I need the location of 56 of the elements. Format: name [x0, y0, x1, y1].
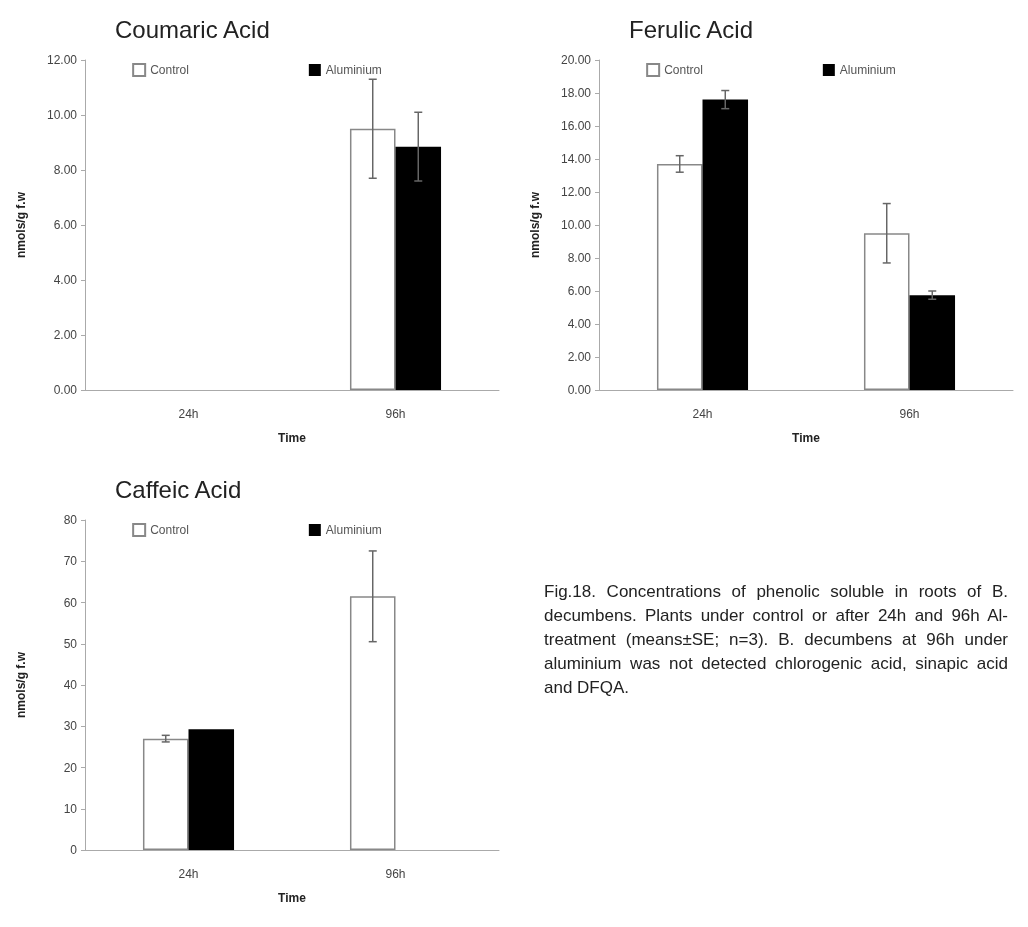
x-axis-title: Time: [792, 431, 821, 445]
legend-label: Aluminium: [325, 63, 382, 77]
y-tick-label: 10.00: [46, 108, 78, 122]
chart-title: Coumaric Acid: [115, 15, 270, 43]
y-tick-label: 0: [70, 843, 78, 857]
bar: [656, 163, 703, 390]
x-tick-label: 24h: [178, 407, 199, 421]
y-tick-label: 4.00: [53, 273, 78, 287]
y-tick-label: 20.00: [560, 53, 592, 67]
y-tick-label: 4.00: [567, 317, 592, 331]
y-tick-label: 60: [63, 595, 78, 610]
y-axis-title: nmols/g f.w: [14, 191, 28, 258]
legend-label: Control: [150, 523, 189, 537]
bar: [349, 596, 396, 850]
y-tick-label: 70: [63, 554, 78, 569]
y-tick-label: 20: [63, 760, 78, 775]
y-tick-label: 8.00: [53, 163, 78, 177]
x-axis-title: Time: [278, 891, 307, 905]
chart-title: Ferulic Acid: [629, 15, 754, 43]
legend-label: Aluminium: [325, 523, 382, 537]
bar: [188, 729, 235, 850]
y-tick-label: 14.00: [560, 152, 592, 166]
x-tick-label: 96h: [385, 867, 406, 881]
y-tick-label: 0.00: [567, 383, 592, 397]
y-axis-title: nmols/g f.w: [14, 651, 28, 718]
y-tick-label: 6.00: [53, 218, 78, 232]
y-tick-label: 50: [63, 636, 78, 651]
y-tick-label: 6.00: [567, 284, 592, 298]
y-tick-label: 80: [63, 513, 78, 527]
y-tick-label: 30: [63, 719, 78, 734]
x-axis-title: Time: [278, 431, 307, 445]
y-tick-label: 2.00: [53, 328, 78, 342]
y-tick-label: 10: [63, 801, 78, 816]
caption: Fig.18. Concentrations of phenolic soluble in roots of B. decumbens. Plants under control or after 24h and 96h Al-treatment (means±SE; n=3). B. decumbens at 96h under aluminium was not detected chlorogenic acid, sinapic acid and DFQA.: [544, 581, 1008, 699]
bar: [702, 99, 749, 390]
y-tick-label: 8.00: [567, 251, 592, 265]
y-axis-title: nmols/g f.w: [528, 191, 542, 258]
y-tick-label: 2.00: [567, 350, 592, 364]
chart-title: Caffeic Acid: [115, 475, 242, 503]
x-tick-label: 24h: [178, 867, 199, 881]
y-tick-label: 18.00: [560, 86, 592, 100]
y-tick-label: 16.00: [560, 119, 592, 133]
bar: [863, 233, 910, 390]
x-tick-label: 96h: [385, 407, 406, 421]
y-tick-label: 10.00: [560, 218, 592, 232]
bar: [909, 295, 956, 390]
bar: [142, 738, 189, 850]
x-tick-label: 96h: [899, 407, 920, 421]
x-tick-label: 24h: [692, 407, 713, 421]
y-tick-label: 12.00: [46, 53, 78, 67]
y-tick-label: 40: [63, 678, 78, 692]
legend-label: Control: [150, 63, 189, 77]
legend-label: Control: [664, 63, 703, 77]
y-tick-label: 12.00: [560, 185, 592, 199]
legend-label: Aluminium: [839, 63, 896, 77]
y-tick-label: 0.00: [53, 383, 78, 397]
